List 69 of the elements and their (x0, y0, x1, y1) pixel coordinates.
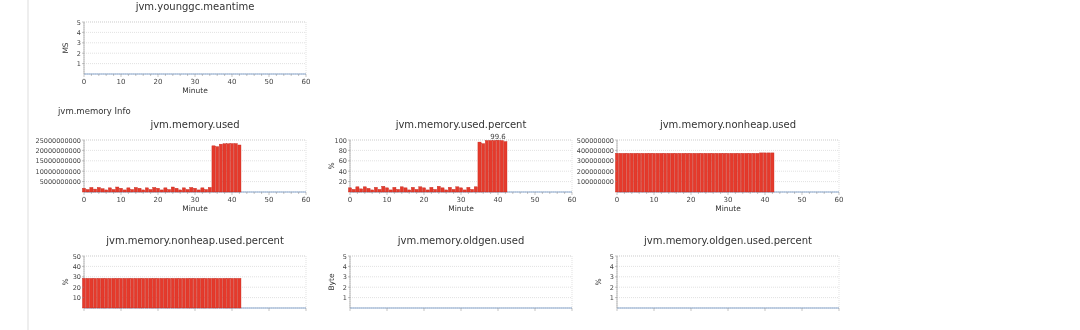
bar (422, 187, 426, 193)
bar (159, 189, 164, 193)
bar (503, 141, 508, 193)
bar (89, 187, 94, 193)
bar (448, 187, 452, 193)
bar (152, 187, 157, 193)
chart-title: jvm.memory.oldgen.used (396, 235, 525, 246)
bar (459, 187, 463, 193)
bar (392, 187, 397, 193)
bar (499, 140, 504, 193)
bar (481, 143, 485, 193)
bar (115, 186, 120, 193)
bar (396, 189, 400, 193)
chart-title: jvm.memory.nonheap.used.percent (105, 235, 284, 246)
bar (182, 187, 186, 193)
bar (466, 187, 471, 193)
bar (388, 189, 393, 193)
bar (167, 189, 171, 193)
bar (97, 187, 101, 193)
bar (204, 189, 208, 193)
bar (492, 140, 497, 193)
bar (122, 189, 127, 193)
bar (385, 187, 389, 193)
bar (130, 189, 134, 193)
bar (174, 188, 179, 193)
bar (411, 187, 415, 193)
bar (437, 186, 441, 193)
bar (488, 140, 493, 193)
bar (126, 187, 131, 193)
text: jvm.memory Info (57, 106, 131, 116)
chart-title: jvm.memory.used.percent (394, 119, 527, 130)
bar (200, 187, 205, 193)
bar (137, 188, 142, 193)
bar (237, 144, 242, 193)
bar (226, 143, 231, 193)
bar (381, 186, 386, 193)
bar (100, 188, 105, 193)
chart-title: jvm.younggc.meantime (134, 1, 255, 12)
bar (355, 186, 360, 193)
bar (145, 187, 149, 193)
bar (440, 187, 445, 193)
bar (163, 187, 168, 193)
bar (400, 186, 404, 193)
bar (359, 188, 363, 193)
bar (470, 189, 474, 193)
bar (134, 187, 138, 193)
bar (425, 189, 430, 193)
bar (108, 187, 112, 193)
bar (189, 187, 194, 193)
bar (211, 145, 216, 193)
bar (363, 186, 367, 193)
bar (215, 146, 219, 193)
bar (196, 189, 201, 193)
bar (171, 186, 175, 193)
bar (455, 186, 460, 193)
chart-title: jvm.memory.nonheap.used (658, 119, 797, 130)
chart-title: jvm.memory.oldgen.used.percent (643, 235, 813, 246)
bar (403, 187, 408, 193)
bar (462, 189, 467, 193)
bar (222, 143, 227, 193)
chart-title: jvm.memory.used (149, 119, 240, 130)
bar (233, 143, 238, 193)
bar (477, 141, 482, 193)
bar (418, 186, 423, 193)
bar (374, 187, 378, 193)
bar (433, 189, 437, 193)
bar (93, 188, 97, 193)
bar (429, 187, 434, 193)
bar (366, 188, 371, 193)
